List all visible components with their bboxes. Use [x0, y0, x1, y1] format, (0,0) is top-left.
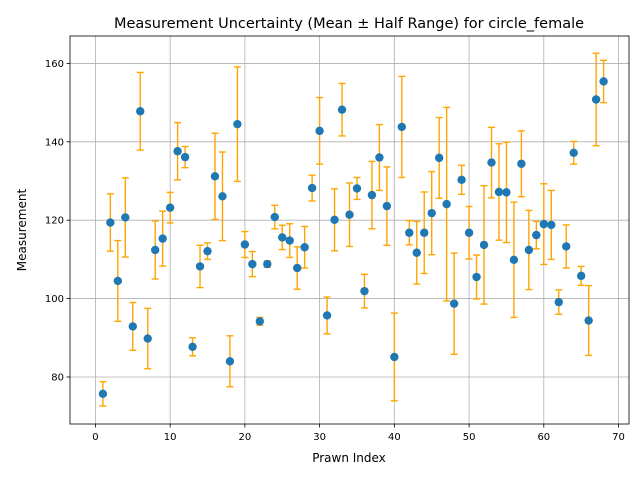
data-point	[180, 152, 190, 162]
data-point	[270, 212, 279, 222]
data-point	[360, 286, 369, 296]
data-point	[128, 322, 137, 331]
data-point	[210, 172, 220, 181]
data-point	[584, 316, 593, 325]
data-points	[98, 77, 608, 399]
data-point	[524, 245, 534, 255]
data-point	[292, 263, 302, 273]
x-tick-label: 10	[164, 432, 177, 443]
data-point	[599, 77, 608, 86]
data-point	[203, 246, 212, 256]
data-point	[382, 201, 392, 211]
data-point	[352, 184, 362, 193]
data-point	[502, 188, 511, 197]
data-point	[307, 183, 317, 193]
data-point	[434, 153, 444, 163]
data-point	[106, 218, 115, 227]
data-point	[562, 242, 571, 251]
data-point	[285, 236, 294, 245]
data-point	[143, 334, 152, 343]
y-tick-label: 80	[51, 372, 64, 383]
data-point	[427, 208, 436, 218]
x-tick-label: 0	[92, 432, 98, 443]
x-tick-label: 20	[239, 432, 252, 443]
y-tick-label: 140	[45, 137, 64, 148]
data-point	[539, 219, 549, 229]
data-point	[412, 248, 421, 257]
data-point	[517, 159, 526, 168]
data-point	[472, 272, 481, 282]
data-point	[554, 297, 563, 307]
data-point	[442, 199, 451, 209]
data-point	[322, 311, 332, 320]
data-point	[315, 126, 324, 136]
x-tick-label: 50	[463, 432, 476, 443]
data-point	[390, 352, 399, 362]
data-point	[420, 228, 429, 237]
data-point	[509, 255, 519, 264]
data-point	[248, 259, 257, 269]
data-point	[547, 220, 556, 230]
x-tick-label: 60	[537, 432, 550, 443]
y-tick-label: 160	[45, 59, 64, 70]
data-point	[532, 230, 541, 240]
plot-frame	[69, 35, 630, 425]
data-point	[345, 210, 354, 219]
data-point	[218, 192, 227, 201]
x-axis-label: Prawn Index	[312, 451, 386, 465]
data-point	[188, 342, 197, 351]
data-point	[479, 240, 489, 250]
data-point	[300, 243, 309, 252]
data-point	[233, 119, 242, 129]
chart-title: Measurement Uncertainty (Mean ± Half Ran…	[114, 16, 584, 32]
data-point	[173, 147, 182, 156]
data-point	[375, 153, 384, 162]
data-point	[367, 190, 377, 200]
data-point	[405, 228, 414, 237]
data-point	[457, 175, 466, 185]
data-point	[98, 389, 108, 399]
data-point	[494, 187, 504, 197]
data-point	[121, 213, 130, 222]
data-point	[136, 107, 145, 116]
data-point	[225, 357, 235, 366]
data-point	[576, 271, 586, 281]
data-point	[263, 259, 272, 269]
x-tick-label: 40	[388, 432, 401, 443]
data-point	[397, 122, 407, 132]
x-tick-label: 70	[612, 432, 625, 443]
data-point	[449, 299, 459, 308]
y-axis-label: Measurement	[15, 189, 29, 272]
data-point	[150, 245, 160, 255]
y-tick-label: 100	[45, 294, 64, 305]
data-point	[255, 317, 265, 326]
x-tick-label: 30	[313, 432, 326, 443]
data-point	[569, 148, 578, 157]
data-point	[278, 233, 287, 242]
data-point	[240, 240, 250, 249]
data-point	[330, 215, 339, 225]
data-point	[337, 105, 347, 114]
data-point	[195, 262, 205, 271]
data-point	[158, 234, 167, 243]
y-tick-label: 120	[45, 216, 64, 227]
data-point	[487, 158, 496, 167]
data-point	[464, 228, 474, 237]
data-point	[591, 95, 601, 104]
data-point	[113, 276, 123, 286]
axis-ticks: 0 10 20 30 40 50 60 70 80 100 120 140 160	[45, 59, 625, 443]
data-point	[165, 203, 175, 212]
